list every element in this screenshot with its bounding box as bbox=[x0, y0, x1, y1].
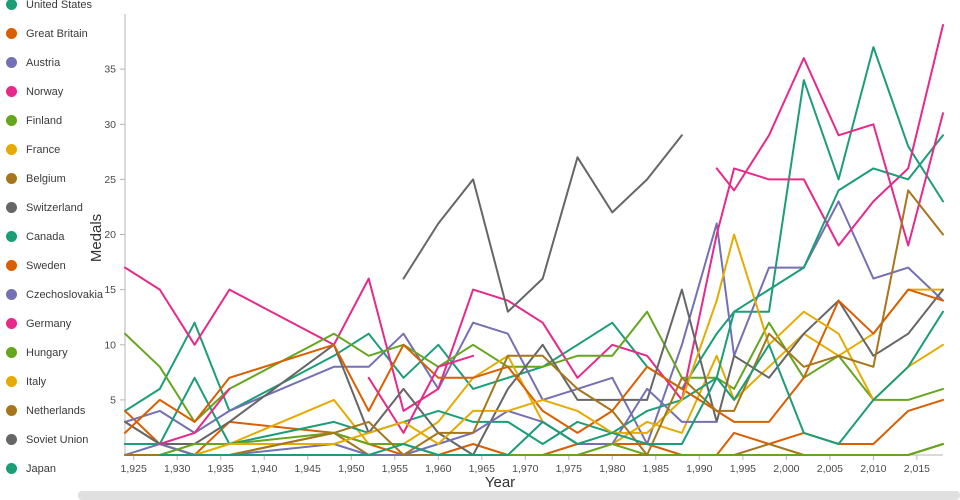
legend-swatch bbox=[6, 28, 17, 39]
legend-item-netherlands[interactable]: Netherlands bbox=[6, 396, 126, 425]
x-tick-label: 1,975 bbox=[556, 463, 582, 475]
legend-swatch bbox=[6, 231, 17, 242]
x-tick-label: 2,005 bbox=[817, 463, 843, 475]
legend-label: Great Britain bbox=[26, 27, 88, 40]
legend-item-norway[interactable]: Norway bbox=[6, 77, 126, 106]
legend-swatch bbox=[6, 260, 17, 271]
legend-swatch bbox=[6, 405, 17, 416]
series-line-finland bbox=[124, 310, 944, 423]
legend-item-united-states[interactable]: United States bbox=[6, 0, 126, 19]
series-layer bbox=[124, 24, 944, 456]
series-line-soviet-union bbox=[402, 134, 683, 313]
axes-layer: 1,925 1,930 1,935 1,940 1,945 1,950 1,955 1,960… bbox=[104, 14, 943, 475]
legend-swatch bbox=[6, 289, 17, 300]
legend-label: Germany bbox=[26, 317, 72, 330]
legend-item-belgium[interactable]: Belgium bbox=[6, 164, 126, 193]
legend-item-japan[interactable]: Japan bbox=[6, 454, 126, 483]
y-tick-label: 20 bbox=[104, 229, 116, 241]
x-tick-label: 1,960 bbox=[425, 463, 451, 475]
legend-swatch bbox=[6, 376, 17, 387]
legend: United States Great Britain Austria Norway F… bbox=[6, 0, 126, 483]
legend-item-sweden[interactable]: Sweden bbox=[6, 251, 126, 280]
y-tick-label: 10 bbox=[104, 339, 116, 351]
x-tick-label: 2,000 bbox=[773, 463, 799, 475]
series-line-japan bbox=[158, 310, 944, 456]
legend-swatch bbox=[6, 347, 17, 358]
legend-label: Soviet Union bbox=[26, 433, 89, 446]
series-line-norway bbox=[124, 24, 944, 412]
legend-swatch bbox=[6, 318, 17, 329]
legend-swatch bbox=[6, 463, 17, 474]
x-tick-label: 1,935 bbox=[208, 463, 234, 475]
legend-label: Italy bbox=[26, 375, 47, 388]
horizontal-scrollbar[interactable] bbox=[78, 491, 960, 500]
legend-label: United States bbox=[26, 0, 93, 11]
x-tick-label: 1,970 bbox=[512, 463, 538, 475]
x-tick-label: 1,925 bbox=[121, 463, 147, 475]
series-line-germany bbox=[158, 387, 231, 445]
x-tick-label: 1,955 bbox=[382, 463, 408, 475]
x-tick-label: 1,995 bbox=[730, 463, 756, 475]
legend-item-hungary[interactable]: Hungary bbox=[6, 338, 126, 367]
legend-label: Norway bbox=[26, 85, 64, 98]
legend-label: Switzerland bbox=[26, 201, 83, 214]
y-tick-label: 35 bbox=[104, 64, 116, 76]
legend-item-switzerland[interactable]: Switzerland bbox=[6, 193, 126, 222]
x-axis-title: Year bbox=[485, 474, 515, 491]
series-line-germany bbox=[367, 354, 475, 434]
x-tick-label: 1,940 bbox=[251, 463, 277, 475]
series-line-germany bbox=[715, 57, 944, 247]
legend-swatch bbox=[6, 144, 17, 155]
series-line-united-states bbox=[124, 46, 944, 412]
x-tick-label: 2,010 bbox=[860, 463, 886, 475]
legend-swatch bbox=[6, 434, 17, 445]
series-line-canada bbox=[124, 134, 944, 445]
x-tick-label: 1,930 bbox=[164, 463, 190, 475]
legend-item-france[interactable]: France bbox=[6, 135, 126, 164]
series-line-sweden bbox=[124, 288, 944, 434]
legend-item-germany[interactable]: Germany bbox=[6, 309, 126, 338]
series-line-hungary bbox=[124, 431, 944, 456]
y-tick-label: 15 bbox=[104, 284, 116, 296]
legend-label: Japan bbox=[26, 462, 56, 475]
legend-swatch bbox=[6, 57, 17, 68]
legend-label: Netherlands bbox=[26, 404, 86, 417]
series-line-switzerland bbox=[124, 288, 944, 456]
legend-label: Canada bbox=[26, 230, 65, 243]
y-tick-label: 5 bbox=[110, 394, 116, 406]
y-axis-title: Medals bbox=[88, 214, 105, 262]
legend-label: Hungary bbox=[26, 346, 68, 359]
legend-swatch bbox=[6, 86, 17, 97]
legend-item-great-britain[interactable]: Great Britain bbox=[6, 19, 126, 48]
series-line-netherlands bbox=[124, 189, 944, 456]
x-tick-label: 1,980 bbox=[599, 463, 625, 475]
legend-item-finland[interactable]: Finland bbox=[6, 106, 126, 135]
legend-swatch bbox=[6, 173, 17, 184]
legend-label: Czechoslovakia bbox=[26, 288, 104, 301]
legend-item-soviet-union[interactable]: Soviet Union bbox=[6, 425, 126, 454]
legend-item-italy[interactable]: Italy bbox=[6, 367, 126, 396]
legend-swatch bbox=[6, 202, 17, 213]
legend-label: Finland bbox=[26, 114, 63, 127]
x-tick-label: 1,965 bbox=[469, 463, 495, 475]
x-tick-label: 1,945 bbox=[295, 463, 321, 475]
x-tick-label: 1,990 bbox=[686, 463, 712, 475]
y-tick-label: 30 bbox=[104, 119, 116, 131]
legend-swatch bbox=[6, 115, 17, 126]
series-line-italy bbox=[124, 233, 944, 456]
legend-item-czechoslovakia[interactable]: Czechoslovakia bbox=[6, 280, 126, 309]
x-tick-label: 1,950 bbox=[338, 463, 364, 475]
y-tick-label: 25 bbox=[104, 174, 116, 186]
legend-item-austria[interactable]: Austria bbox=[6, 48, 126, 77]
x-tick-label: 2,015 bbox=[904, 463, 930, 475]
legend-swatch bbox=[6, 0, 17, 10]
legend-label: Austria bbox=[26, 56, 61, 69]
legend-label: France bbox=[26, 143, 61, 156]
legend-item-canada[interactable]: Canada bbox=[6, 222, 126, 251]
legend-label: Belgium bbox=[26, 172, 66, 185]
x-tick-label: 1,985 bbox=[643, 463, 669, 475]
legend-label: Sweden bbox=[26, 259, 66, 272]
